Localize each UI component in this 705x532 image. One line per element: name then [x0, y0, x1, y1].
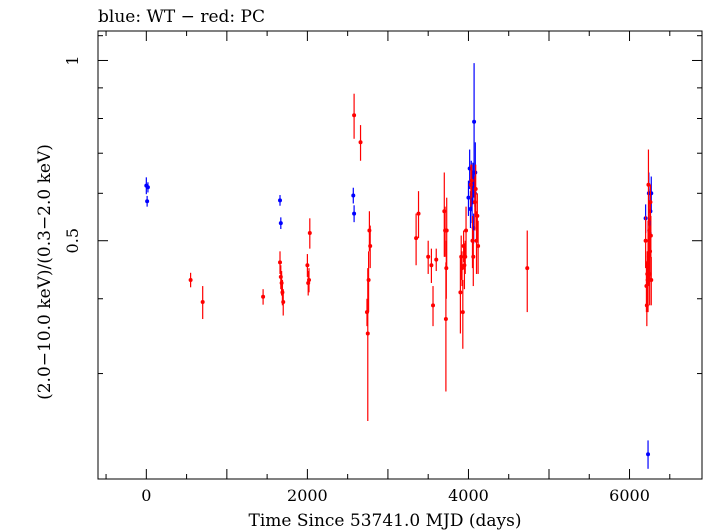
chart-title: blue: WT − red: PC	[98, 7, 265, 27]
x-tick-label: 2000	[287, 486, 328, 505]
data-point	[431, 303, 436, 308]
y-axis-label: (2.0−10.0 keV)/(0.3−2.0 keV)	[35, 144, 55, 400]
x-tick-label: 4000	[448, 486, 489, 505]
data-point	[429, 263, 434, 268]
data-point	[471, 254, 476, 259]
data-point	[145, 199, 150, 204]
data-point	[200, 300, 205, 305]
data-point	[352, 113, 357, 118]
data-point	[464, 228, 469, 233]
x-tick-label: 6000	[609, 486, 650, 505]
data-point	[473, 187, 478, 192]
data-point	[458, 290, 463, 295]
data-point	[281, 300, 286, 305]
data-point	[414, 236, 419, 241]
data-point	[368, 243, 373, 248]
data-point	[466, 195, 471, 200]
data-point	[305, 263, 310, 268]
data-point	[460, 266, 465, 271]
data-point	[525, 266, 530, 271]
data-point	[366, 277, 371, 282]
data-point	[444, 228, 449, 233]
data-point	[261, 294, 266, 299]
data-point	[476, 243, 481, 248]
data-point	[416, 211, 421, 216]
y-tick-label: 0.5	[63, 228, 82, 253]
plot-frame	[97, 30, 703, 480]
y-axis-tick-labels: 0.51	[63, 55, 82, 253]
data-point	[475, 213, 480, 218]
x-axis-tick-labels: 0 2000 4000 6000	[141, 486, 650, 505]
data-point	[426, 254, 431, 259]
data-point	[351, 193, 356, 198]
data-point	[278, 221, 283, 226]
data-point	[365, 331, 370, 336]
data-point	[460, 310, 465, 315]
data-point	[278, 198, 283, 203]
x-axis-label: Time Since 53741.0 MJD (days)	[249, 511, 522, 531]
data-point	[443, 317, 448, 322]
data-point	[649, 277, 654, 282]
data-point	[646, 182, 651, 187]
y-tick-label: 1	[63, 55, 82, 65]
data-point	[358, 140, 363, 145]
x-tick-label: 0	[141, 486, 151, 505]
data-point	[469, 178, 474, 183]
data-point	[646, 452, 651, 457]
data-point	[434, 257, 439, 262]
data-point	[307, 231, 312, 236]
x-axis-ticks	[105, 31, 671, 479]
data-point	[472, 119, 477, 124]
data-point	[278, 260, 283, 265]
data-point	[648, 200, 653, 205]
data-point	[188, 277, 193, 282]
data-point	[352, 211, 357, 216]
data-point	[145, 185, 150, 190]
data-series	[144, 63, 654, 469]
y-axis-ticks	[98, 35, 702, 480]
data-point	[648, 233, 653, 238]
data-point	[306, 277, 311, 282]
data-point	[643, 238, 648, 243]
